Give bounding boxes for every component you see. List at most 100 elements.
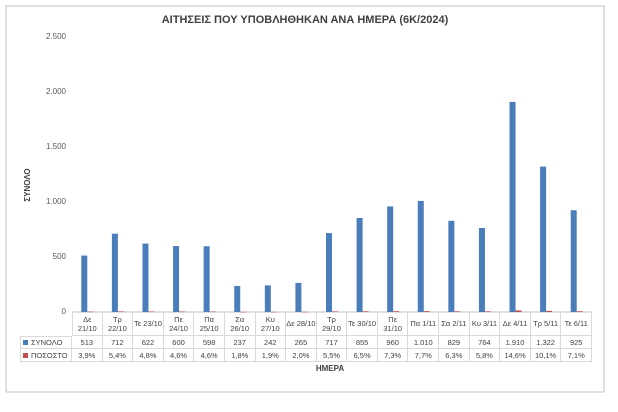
bar — [448, 220, 455, 312]
data-label: 2,0% — [286, 349, 317, 362]
category-cell: Τρ 5/11 — [530, 312, 562, 336]
data-label: 598 — [194, 336, 225, 349]
data-label: 10,1% — [530, 349, 562, 362]
bar — [546, 310, 553, 312]
bar — [454, 311, 461, 312]
bar — [209, 311, 216, 313]
bar — [270, 311, 277, 313]
legend-swatch — [23, 352, 28, 358]
legend-label: ΠΟΣΟΣΤΟ — [31, 350, 68, 360]
data-label: 242 — [255, 336, 287, 349]
bar — [478, 227, 485, 312]
data-label: 5,8% — [469, 349, 501, 362]
legend-swatch — [23, 340, 28, 345]
bar — [148, 311, 155, 313]
bar — [387, 206, 394, 312]
bar — [295, 282, 302, 312]
data-label: 7,1% — [561, 349, 592, 362]
legend-entry: ΠΟΣΟΣΤΟ — [20, 349, 72, 362]
legend-label: ΣΥΝΟΛΟ — [31, 338, 63, 347]
data-label: 855 — [347, 336, 378, 349]
data-label: 717 — [316, 336, 348, 349]
category-cell: Τε 30/10 — [347, 312, 378, 336]
data-label: 1.010 — [408, 336, 440, 349]
data-label: 1.322 — [530, 336, 562, 349]
y-tick-label: 2.000 — [46, 87, 67, 96]
bar — [423, 311, 430, 312]
y-tick-label: 1.500 — [46, 142, 67, 151]
data-label: 5,4% — [102, 349, 134, 362]
category-cell: Δε 28/10 — [286, 312, 317, 336]
bar — [117, 311, 124, 313]
bar — [484, 311, 491, 312]
data-label: 764 — [469, 336, 501, 349]
x-axis-title: ΗΜΕΡΑ — [316, 364, 345, 373]
category-cell: Πε 31/10 — [377, 312, 409, 336]
data-label: 1,8% — [224, 349, 256, 362]
bar — [81, 255, 88, 312]
data-label: 4,6% — [194, 349, 225, 362]
category-cell: Τρ 29/10 — [316, 312, 348, 336]
bar — [203, 246, 210, 312]
category-cell: Τε 23/10 — [133, 312, 164, 336]
data-label: 14,6% — [500, 349, 531, 362]
data-label: 265 — [286, 336, 317, 349]
y-tick-label: 500 — [53, 252, 67, 261]
bar — [240, 311, 247, 313]
data-label: 3,9% — [72, 349, 103, 362]
category-cell: Δε 4/11 — [500, 312, 531, 336]
data-label: 1.910 — [500, 336, 531, 349]
data-label: 4,6% — [163, 349, 195, 362]
bar — [111, 233, 118, 312]
data-label: 6,3% — [439, 349, 470, 362]
bar — [301, 311, 308, 313]
data-label: 960 — [377, 336, 409, 349]
data-label: 925 — [561, 336, 592, 349]
bar — [393, 311, 400, 312]
category-cell: Πε 24/10 — [163, 312, 195, 336]
bar — [356, 217, 363, 312]
data-label: 237 — [224, 336, 256, 349]
bar — [179, 311, 186, 313]
data-label: 829 — [439, 336, 470, 349]
category-cell: Πα 25/10 — [194, 312, 225, 336]
chart-border — [5, 5, 605, 393]
data-label: 7,3% — [377, 349, 409, 362]
bar — [87, 311, 94, 313]
data-label: 622 — [133, 336, 164, 349]
bar — [142, 243, 149, 312]
category-cell: Δε 21/10 — [72, 312, 103, 336]
category-cell: Τε 6/11 — [561, 312, 592, 336]
bar — [173, 246, 180, 312]
y-tick-label: 0 — [62, 307, 67, 316]
data-label: 7,7% — [408, 349, 440, 362]
bar — [570, 210, 577, 312]
y-tick-label: 1.000 — [46, 197, 67, 206]
category-cell: Πα 1/11 — [408, 312, 440, 336]
bar — [417, 200, 424, 312]
category-cell: Κυ 27/10 — [255, 312, 287, 336]
bar — [362, 311, 369, 312]
data-label: 1,9% — [255, 349, 287, 362]
data-label: 600 — [163, 336, 195, 349]
y-tick-label: 2.500 — [46, 32, 67, 41]
bar — [332, 311, 338, 312]
data-label: 4,8% — [133, 349, 164, 362]
data-label: 6,5% — [347, 349, 378, 362]
data-label: 513 — [72, 336, 103, 349]
category-cell: Τρ 22/10 — [102, 312, 134, 336]
bar — [576, 311, 583, 312]
chart-title: ΑΙΤΗΣΕΙΣ ΠΟΥ ΥΠΟΒΛΗΘΗΚΑΝ ΑΝΑ ΗΜΕΡΑ (6Κ/2… — [162, 14, 449, 26]
category-cell: Κυ 3/11 — [469, 312, 501, 336]
y-axis-title: ΣΥΝΟΛΟ — [23, 168, 32, 201]
bar — [540, 166, 547, 312]
data-label: 712 — [102, 336, 134, 349]
bar — [509, 101, 516, 313]
bar — [264, 285, 271, 312]
bar — [326, 233, 332, 312]
category-cell: Σα 2/11 — [439, 312, 470, 336]
data-label: 5,5% — [316, 349, 348, 362]
bar — [515, 310, 522, 312]
